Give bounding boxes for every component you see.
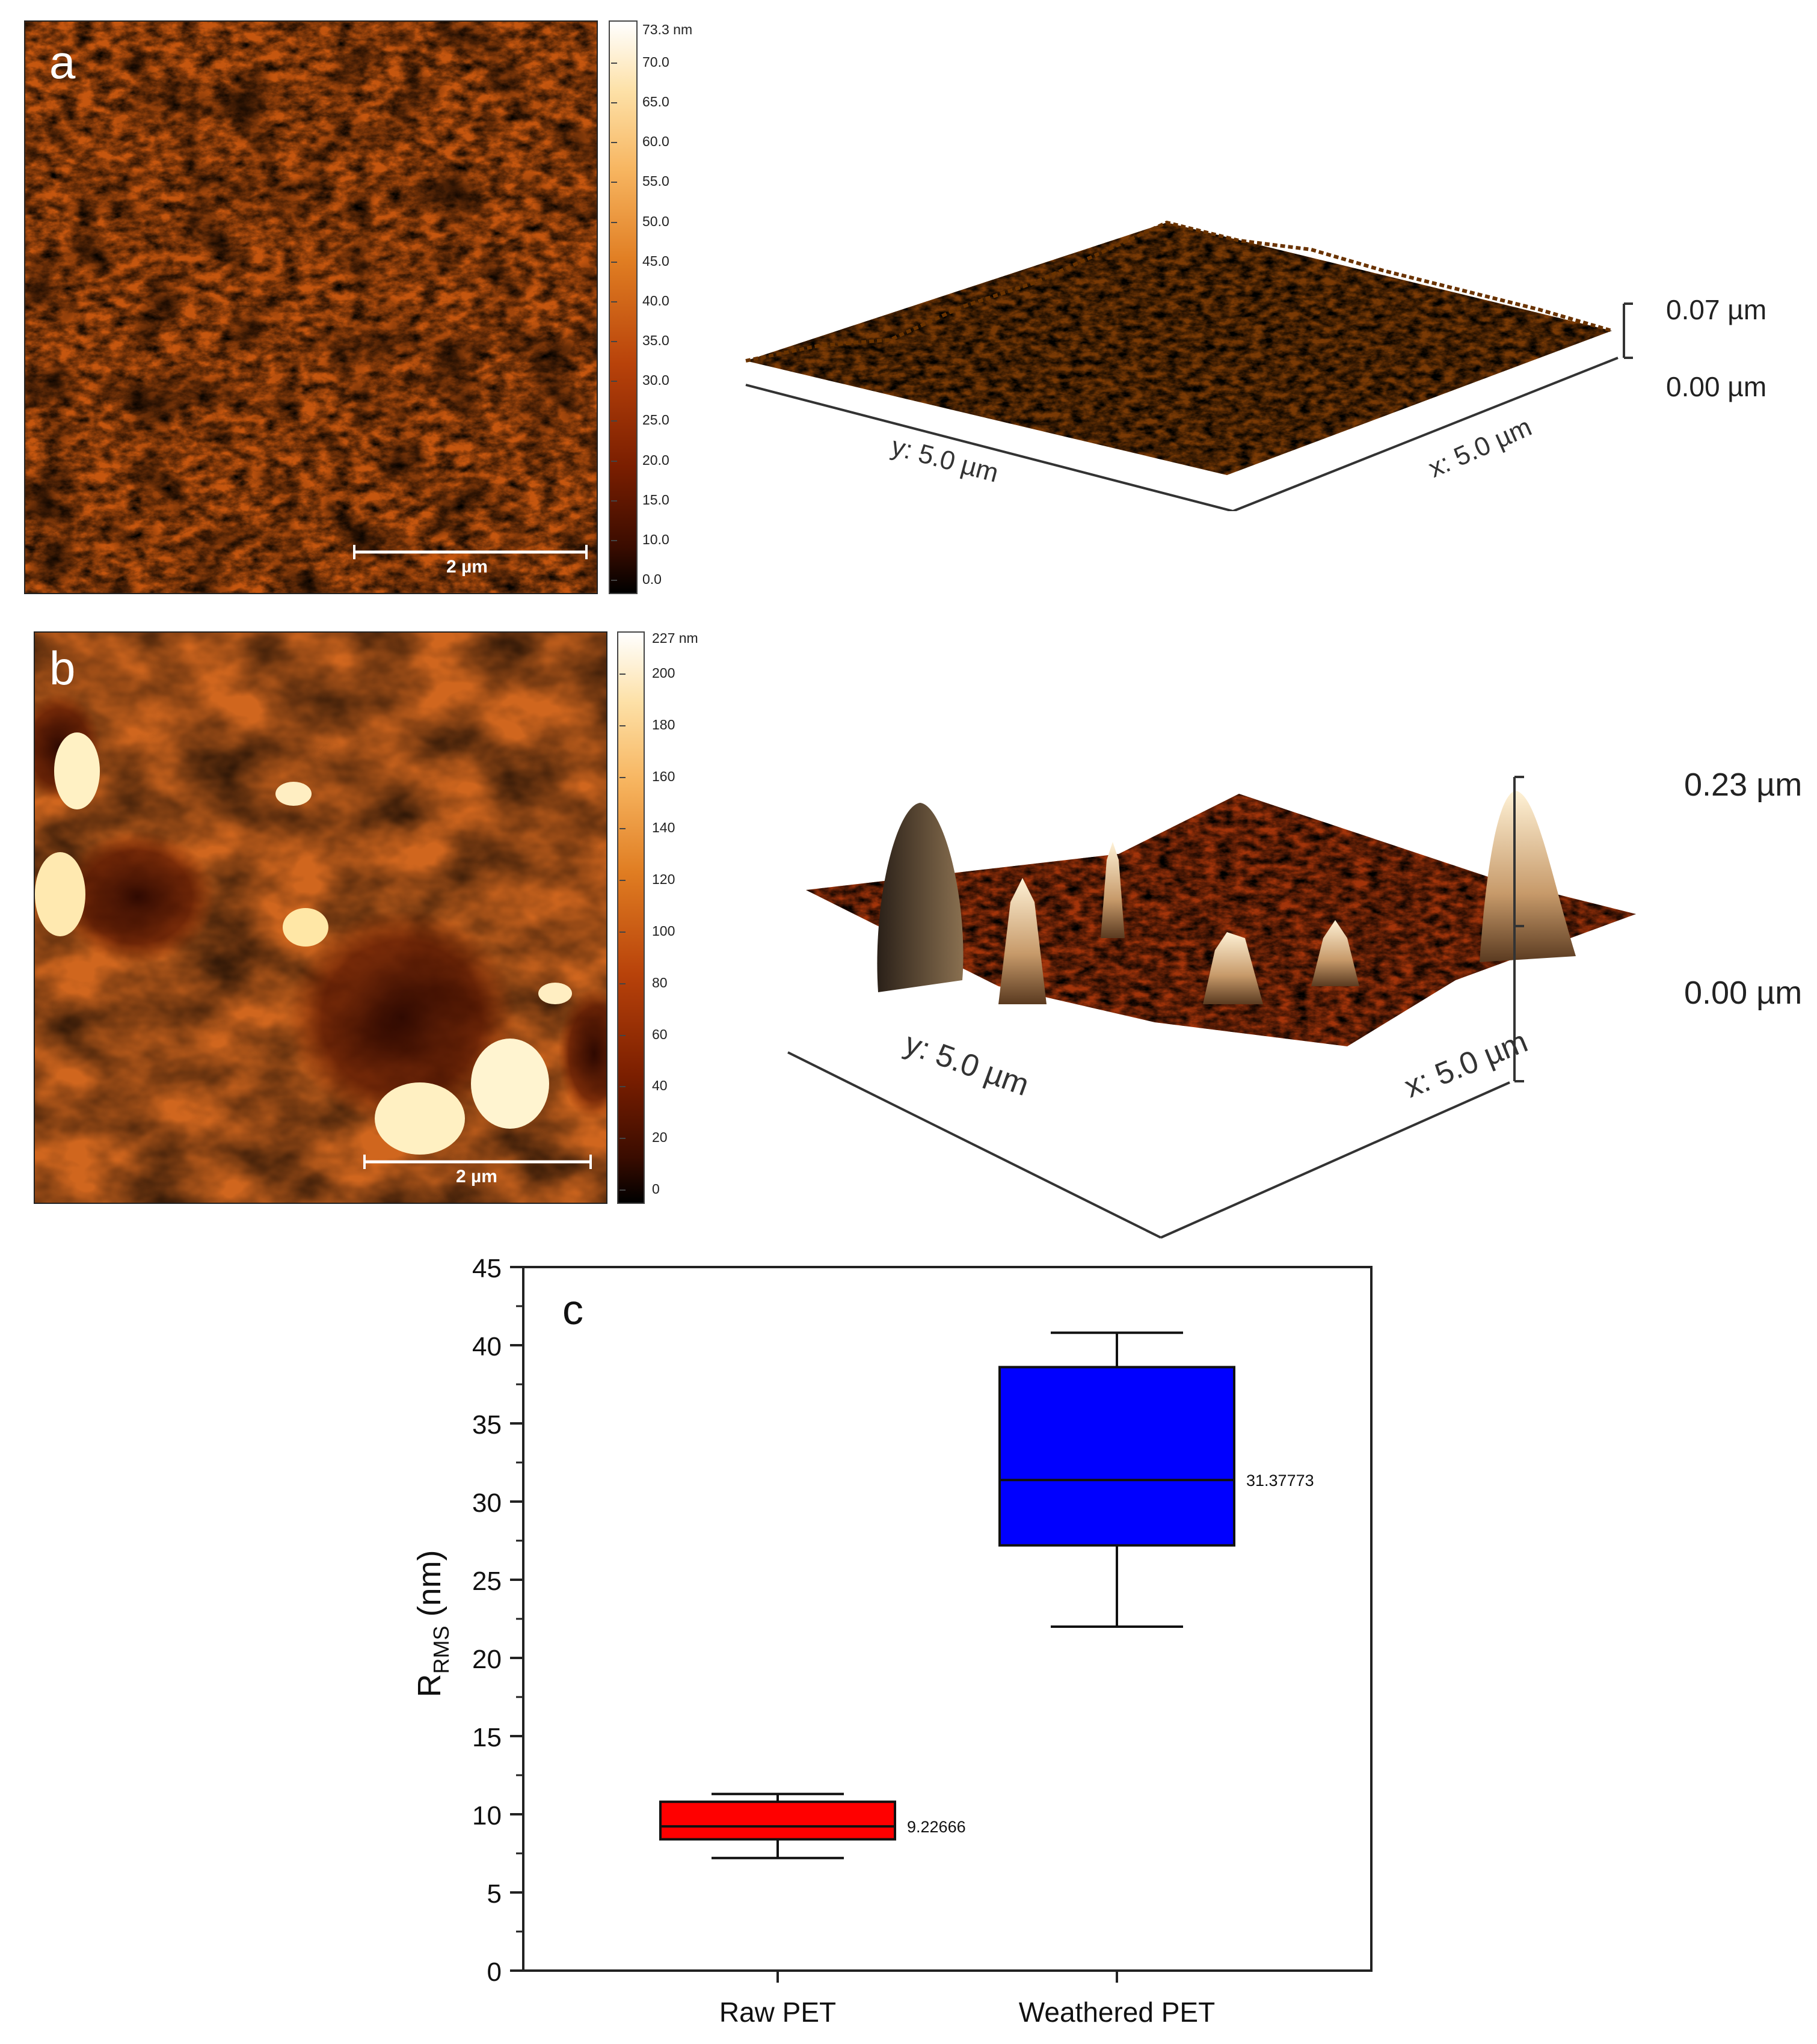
colorbar-tick-label-b: 60	[652, 1026, 668, 1042]
colorbar-tickmark-b	[620, 674, 626, 675]
colorbar-tickmark-a	[611, 460, 617, 462]
x-tick-label: Raw PET	[719, 1996, 836, 2028]
surface-3d-b	[787, 776, 1636, 1239]
colorbar-max-label-a: 73.3 nm	[642, 22, 693, 37]
colorbar-a	[609, 20, 638, 594]
colorbar-tickmark-a	[611, 102, 617, 104]
colorbar-tickmark-b	[620, 931, 626, 933]
afm-height-map-a: a 2 µm	[24, 20, 598, 594]
colorbar-tickmark-a	[611, 580, 617, 581]
z-top-label-a: 0.07 µm	[1666, 294, 1767, 325]
z-bottom-label-b: 0.00 µm	[1684, 975, 1803, 1011]
colorbar-tickmark-a	[611, 539, 617, 541]
colorbar-tick-label-a: 40.0	[642, 292, 669, 308]
colorbar-tick-label-b: 0	[652, 1181, 660, 1197]
panel-letter-a: a	[49, 35, 76, 88]
z-top-label-b: 0.23 µm	[1684, 767, 1803, 803]
colorbar-tickmark-a	[611, 63, 617, 64]
colorbar-tick-label-b: 160	[652, 768, 675, 784]
y-tick-label: 20	[472, 1645, 502, 1674]
colorbar-tick-label-b: 40	[652, 1078, 668, 1094]
colorbar-tickmark-a	[611, 142, 617, 144]
median-label: 9.22666	[907, 1818, 966, 1836]
x-tick-label: Weathered PET	[1019, 1996, 1215, 2028]
colorbar-tick-label-a: 30.0	[642, 372, 669, 388]
colorbar-tickmark-a	[611, 261, 617, 263]
colorbar-tickmark-b	[620, 828, 626, 830]
colorbar-tick-label-b: 100	[652, 923, 675, 939]
scale-bar-label-a: 2 µm	[446, 557, 488, 577]
colorbar-tickmark-b	[620, 1034, 626, 1036]
colorbar-tickmark-a	[611, 381, 617, 382]
colorbar-tick-label-b: 20	[652, 1129, 668, 1146]
afm-height-map-b: b 2 µm	[34, 631, 607, 1204]
colorbar-tickmark-a	[611, 341, 617, 343]
scale-bar-label-b: 2 µm	[456, 1167, 497, 1186]
box-1: 9.22666	[659, 1793, 966, 1859]
y-tick-label: 45	[472, 1254, 502, 1283]
colorbar-tickmark-a	[611, 221, 617, 223]
y-tick-label: 10	[472, 1801, 502, 1831]
colorbar-tickmark-a	[611, 420, 617, 422]
y-axis-label: RRMS (nm)	[411, 1550, 453, 1698]
colorbar-tickmark-a	[611, 182, 617, 183]
colorbar-tick-label-a: 55.0	[642, 173, 669, 189]
colorbar-tick-label-b: 200	[652, 665, 675, 681]
plot-frame	[522, 1266, 1373, 1972]
colorbar-tick-label-b: 120	[652, 871, 675, 888]
colorbar-tick-label-a: 65.0	[642, 94, 669, 110]
y-tick-label: 40	[472, 1332, 502, 1361]
colorbar-tickmark-b	[620, 983, 626, 984]
y-tick-label: 5	[487, 1879, 502, 1909]
y-tick-label: 30	[472, 1488, 502, 1518]
colorbar-tickmark-b	[620, 1086, 626, 1088]
colorbar-tickmark-a	[611, 301, 617, 302]
colorbar-tick-label-a: 70.0	[642, 54, 669, 70]
z-bottom-label-a: 0.00 µm	[1666, 371, 1767, 402]
panel-b: b 2 µm 227 nm 200 180 160 140 120 100 80 60 40 20…	[0, 601, 1817, 1239]
surface-3d-a	[745, 220, 1633, 511]
colorbar-tick-label-b: 180	[652, 716, 675, 732]
colorbar-tick-label-a: 15.0	[642, 491, 669, 508]
panel-a: a 2 µm 73.3 nm 70.0 65.0 60.0 55.0 50.0 45.0 4…	[0, 0, 1817, 601]
colorbar-tick-label-a: 50.0	[642, 213, 669, 229]
median-label: 31.37773	[1246, 1472, 1314, 1490]
colorbar-tickmark-b	[620, 880, 626, 882]
colorbar-b	[617, 631, 645, 1204]
colorbar-tick-label-a: 25.0	[642, 412, 669, 428]
colorbar-tick-label-a: 10.0	[642, 531, 669, 547]
colorbar-tick-label-a: 20.0	[642, 452, 669, 468]
y-tick-label: 35	[472, 1410, 502, 1440]
colorbar-tick-label-b: 80	[652, 974, 668, 990]
colorbar-tick-label-a: 60.0	[642, 134, 669, 150]
colorbar-tick-label-b: 140	[652, 820, 675, 836]
colorbar-tickmark-b	[620, 776, 626, 778]
y-tick-label: 25	[472, 1567, 502, 1596]
colorbar-tickmark-b	[620, 725, 626, 726]
colorbar-tickmark-a	[611, 500, 617, 502]
colorbar-max-label-b: 227 nm	[652, 630, 698, 646]
colorbar-tick-label-a: 0.0	[642, 571, 662, 587]
panel-letter-b: b	[49, 642, 76, 695]
y-tick-label: 15	[472, 1723, 502, 1752]
colorbar-tick-label-a: 45.0	[642, 253, 669, 269]
box-2: 31.37773	[998, 1331, 1314, 1628]
panel-letter-c: c	[562, 1286, 583, 1333]
box-iqr	[998, 1366, 1235, 1547]
colorbar-tickmark-b	[620, 1189, 626, 1191]
box-iqr	[659, 1800, 896, 1841]
colorbar-tickmark-b	[620, 1138, 626, 1140]
y-tick-label: 0	[487, 1957, 502, 1987]
colorbar-tick-label-a: 35.0	[642, 333, 669, 349]
